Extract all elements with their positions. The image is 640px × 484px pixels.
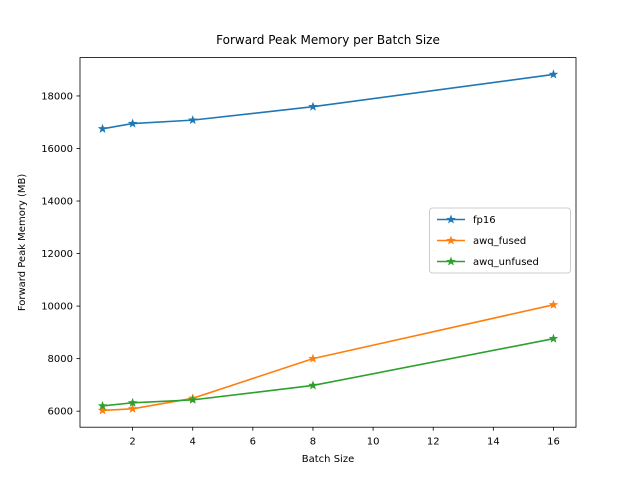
y-tick-label: 12000 [41, 249, 73, 260]
x-tick-label: 14 [487, 437, 500, 448]
x-tick-label: 16 [547, 437, 560, 448]
x-tick-label: 6 [250, 437, 256, 448]
series-marker-awq_fused [548, 299, 559, 309]
series-marker-awq_unfused [187, 394, 198, 404]
y-tick-label: 18000 [41, 91, 73, 102]
series-marker-awq_unfused [127, 397, 138, 407]
x-tick-label: 4 [190, 437, 196, 448]
y-tick-label: 8000 [48, 354, 73, 365]
legend-item-awq_fused: awq_fused [437, 235, 526, 247]
legend-sample-marker [446, 256, 456, 266]
series-marker-awq_fused [308, 353, 318, 363]
y-tick-label: 10000 [41, 302, 73, 313]
y-tick-label: 16000 [41, 144, 73, 155]
legend: fp16 awq_fused awq_unfused [429, 207, 571, 274]
series-marker-awq_unfused [548, 333, 559, 343]
axes-frame [79, 57, 577, 428]
series-marker-fp16 [97, 123, 108, 133]
legend-sample-marker [446, 235, 456, 245]
axis-ticks: 2 4 6 8 10 12 14 16 6000 8000 10000 12000 14000 16000… [41, 91, 560, 447]
data-series [97, 69, 559, 415]
y-axis-label: Forward Peak Memory (MB) [17, 174, 28, 312]
series-marker-fp16 [187, 115, 198, 125]
x-tick-label: 10 [367, 437, 380, 448]
series-marker-awq_fused [97, 405, 108, 415]
legend-sample-marker [446, 214, 456, 224]
x-tick-label: 2 [129, 437, 135, 448]
chart-title: Forward Peak Memory per Batch Size [216, 33, 440, 47]
legend-item-awq_unfused: awq_unfused [437, 256, 539, 268]
series-marker-awq_unfused [97, 400, 108, 410]
legend-label: fp16 [473, 215, 496, 226]
x-tick-label: 8 [310, 437, 316, 448]
x-axis-label: Batch Size [302, 454, 354, 465]
legend-label: awq_fused [473, 236, 526, 247]
series-marker-awq_unfused [308, 380, 318, 390]
series-marker-awq_fused [127, 403, 138, 413]
legend-box [429, 207, 571, 274]
series-marker-fp16 [548, 69, 559, 79]
y-tick-label: 14000 [41, 197, 73, 208]
legend-item-fp16: fp16 [437, 214, 496, 226]
series-marker-fp16 [308, 101, 318, 111]
y-tick-label: 6000 [48, 407, 73, 418]
x-tick-label: 12 [427, 437, 440, 448]
series-marker-fp16 [127, 118, 138, 128]
legend-label: awq_unfused [473, 257, 539, 268]
